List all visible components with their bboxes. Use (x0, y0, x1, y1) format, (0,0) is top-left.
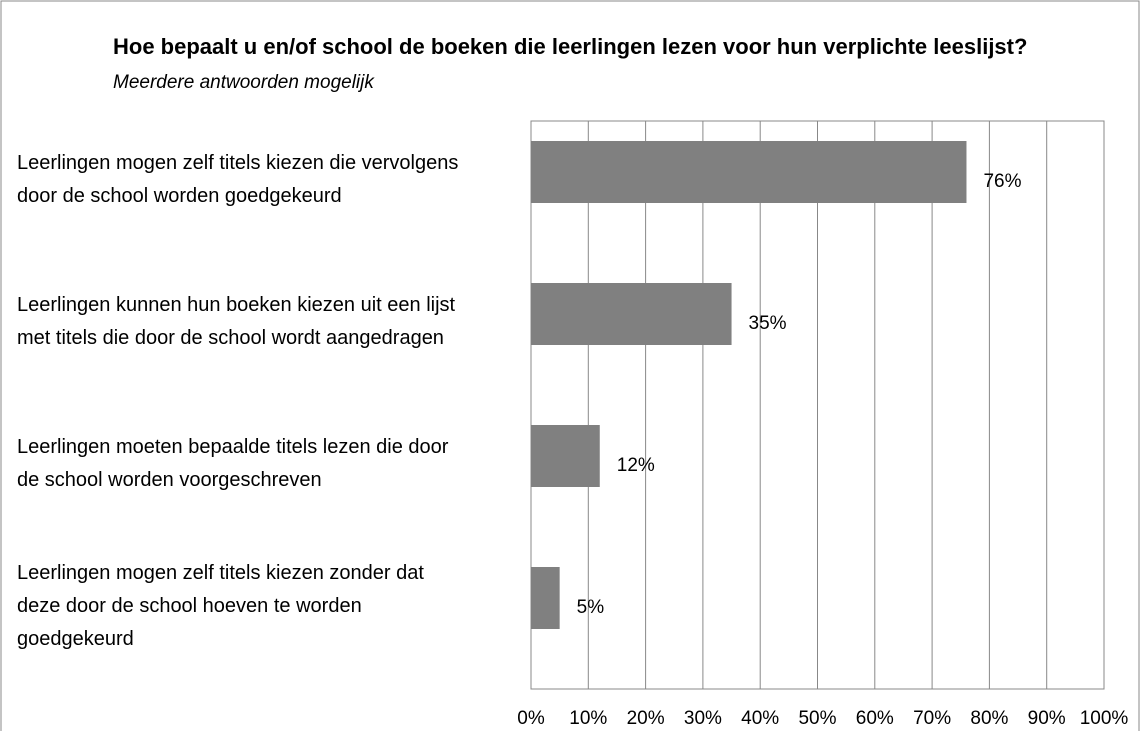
x-tick-label: 70% (913, 708, 951, 729)
bar (531, 567, 560, 629)
bar (531, 141, 967, 203)
category-label: Leerlingen moeten bepaalde titels lezen … (17, 436, 449, 491)
value-label: 76% (983, 171, 1021, 192)
x-tick-label: 0% (517, 708, 545, 729)
title-block: Hoe bepaalt u en/of school de boeken die… (113, 30, 1043, 100)
category-label-box: Leerlingen moeten bepaalde titels lezen … (17, 404, 457, 524)
chart-title: Hoe bepaalt u en/of school de boeken die… (113, 34, 1028, 59)
category-label: Leerlingen mogen zelf titels kiezen die … (17, 152, 459, 207)
category-label-box: Leerlingen mogen zelf titels kiezen zond… (17, 546, 472, 666)
category-label: Leerlingen mogen zelf titels kiezen zond… (17, 561, 424, 650)
category-label-box: Leerlingen mogen zelf titels kiezen die … (17, 120, 472, 240)
x-tick-label: 90% (1028, 708, 1066, 729)
value-label: 35% (749, 313, 787, 334)
x-tick-label: 60% (856, 708, 894, 729)
x-tick-label: 30% (684, 708, 722, 729)
x-tick-label: 100% (1080, 708, 1129, 729)
x-tick-label: 80% (970, 708, 1008, 729)
category-label-box: Leerlingen kunnen hun boeken kiezen uit … (17, 262, 467, 382)
bar (531, 283, 732, 345)
value-label: 5% (577, 597, 605, 618)
bar (531, 425, 600, 487)
chart-subtitle: Meerdere antwoorden mogelijk (113, 72, 374, 93)
x-tick-label: 40% (741, 708, 779, 729)
x-tick-label: 50% (798, 708, 836, 729)
category-label: Leerlingen kunnen hun boeken kiezen uit … (17, 294, 456, 349)
value-label: 12% (617, 455, 655, 476)
x-tick-label: 10% (569, 708, 607, 729)
x-tick-label: 20% (627, 708, 665, 729)
